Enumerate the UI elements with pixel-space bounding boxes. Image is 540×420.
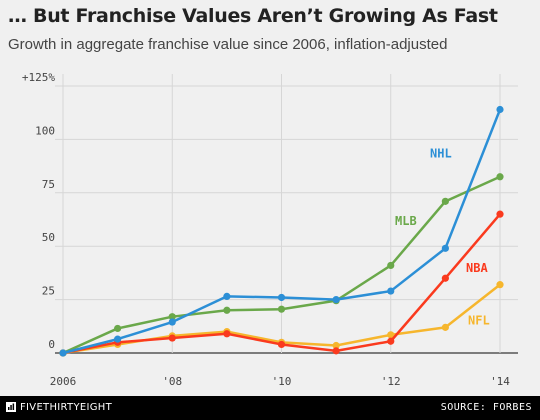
series-lines — [59, 105, 504, 357]
data-point-nfl — [387, 331, 395, 339]
data-point-mlb — [168, 313, 176, 321]
source-note: SOURCE: FORBES — [440, 402, 532, 413]
series-label-nfl: NFL — [468, 314, 490, 328]
data-point-mlb — [496, 173, 504, 181]
data-point-nhl — [387, 287, 395, 295]
data-point-nba — [387, 337, 395, 345]
x-tick-label: '10 — [272, 375, 292, 388]
y-axis-ticks: 0 25 50 75 100 +125% — [22, 71, 55, 351]
data-point-nba — [496, 210, 504, 218]
data-point-nba — [277, 340, 286, 349]
chart-subtitle: Growth in aggregate franchise value sinc… — [8, 36, 448, 53]
brand-name: FIVETHIRTYEIGHT — [20, 402, 113, 413]
y-tick-label: 0 — [48, 338, 55, 351]
x-tick-label: '08 — [162, 375, 182, 388]
data-point-mlb — [114, 324, 122, 333]
y-tick-label: 100 — [35, 124, 55, 137]
data-point-nhl — [277, 293, 286, 302]
data-point-mlb — [277, 305, 286, 313]
data-point-nba — [223, 330, 231, 338]
data-point-nhl — [114, 335, 122, 343]
data-point-nhl — [496, 105, 504, 114]
data-point-nhl — [332, 296, 340, 304]
chart-title: … But Franchise Values Aren’t Growing As… — [8, 5, 498, 27]
data-point-nfl — [496, 281, 504, 289]
y-tick-label: 25 — [42, 285, 55, 298]
data-point-nba — [168, 334, 176, 342]
series-labels: NFL NBA MLB NHL — [395, 146, 490, 327]
data-point-mlb — [441, 197, 449, 205]
data-point-nhl — [59, 349, 67, 357]
line-chart: 0 25 50 75 100 +125% 2006 '08 '10 '12 '14 NFL NBA M… — [22, 71, 518, 388]
series-label-nhl: NHL — [430, 146, 452, 160]
gridlines — [55, 74, 518, 354]
series-nhl — [59, 105, 504, 357]
data-point-nfl — [332, 341, 340, 350]
data-point-nba — [441, 274, 449, 282]
y-tick-label: 50 — [42, 231, 55, 244]
fivethirtyeight-logo-icon — [6, 402, 16, 412]
data-point-nfl — [441, 323, 449, 331]
data-point-mlb — [223, 306, 231, 314]
x-tick-label: '12 — [381, 375, 401, 388]
series-label-nba: NBA — [466, 261, 488, 275]
data-point-nba — [332, 347, 340, 355]
data-point-nhl — [441, 244, 449, 252]
data-point-nhl — [223, 292, 231, 300]
y-tick-label: +125% — [22, 71, 55, 84]
x-tick-label: 2006 — [50, 375, 77, 388]
y-tick-label: 75 — [42, 178, 55, 191]
x-tick-label: '14 — [490, 375, 510, 388]
x-axis-ticks: 2006 '08 '10 '12 '14 — [50, 375, 511, 388]
footer-bar: FIVETHIRTYEIGHT SOURCE: FORBES — [0, 396, 540, 420]
series-label-mlb: MLB — [395, 214, 417, 228]
data-point-nhl — [168, 318, 176, 326]
data-point-mlb — [387, 261, 395, 270]
